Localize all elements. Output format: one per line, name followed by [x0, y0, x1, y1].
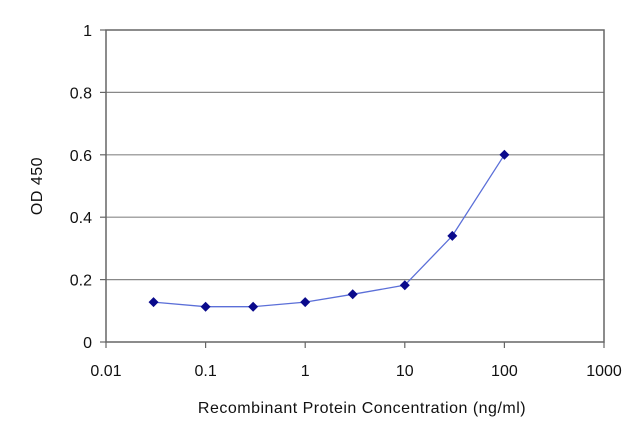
- y-tick-label: 0.2: [70, 273, 92, 290]
- data-point: [499, 149, 510, 160]
- y-tick-label: 0.8: [70, 85, 92, 102]
- x-axis-label: Recombinant Protein Concentration (ng/ml…: [198, 400, 526, 417]
- series-line: [153, 154, 505, 308]
- data-point: [399, 280, 410, 291]
- plot-frame: [105, 29, 605, 343]
- x-tick-label: 1000: [586, 363, 622, 380]
- data-point: [148, 297, 159, 308]
- data-point: [347, 289, 358, 300]
- y-axis-label: OD 450: [29, 157, 46, 215]
- x-tick-label: 100: [491, 363, 518, 380]
- series-group: [148, 149, 510, 312]
- x-tick-label: 1: [301, 363, 310, 380]
- y-tick-label: 0.6: [70, 148, 92, 165]
- y-tick-label: 0: [83, 335, 92, 352]
- x-tick-label: 0.01: [90, 363, 121, 380]
- gridlines: [106, 91, 604, 281]
- x-tick-label: 0.1: [194, 363, 216, 380]
- data-point: [248, 301, 259, 312]
- y-tick-label: 0.4: [70, 210, 92, 227]
- y-axis-ticks: 0 0.2 0.4 0.6 0.8 1: [70, 23, 106, 352]
- data-point: [447, 230, 458, 241]
- data-point: [300, 297, 311, 308]
- data-point: [200, 301, 211, 312]
- y-tick-label: 1: [83, 23, 92, 40]
- plot-area: [106, 30, 604, 342]
- x-tick-label: 10: [396, 363, 414, 380]
- x-axis-ticks: 0.01 0.1 1 10 100 1000: [90, 342, 622, 380]
